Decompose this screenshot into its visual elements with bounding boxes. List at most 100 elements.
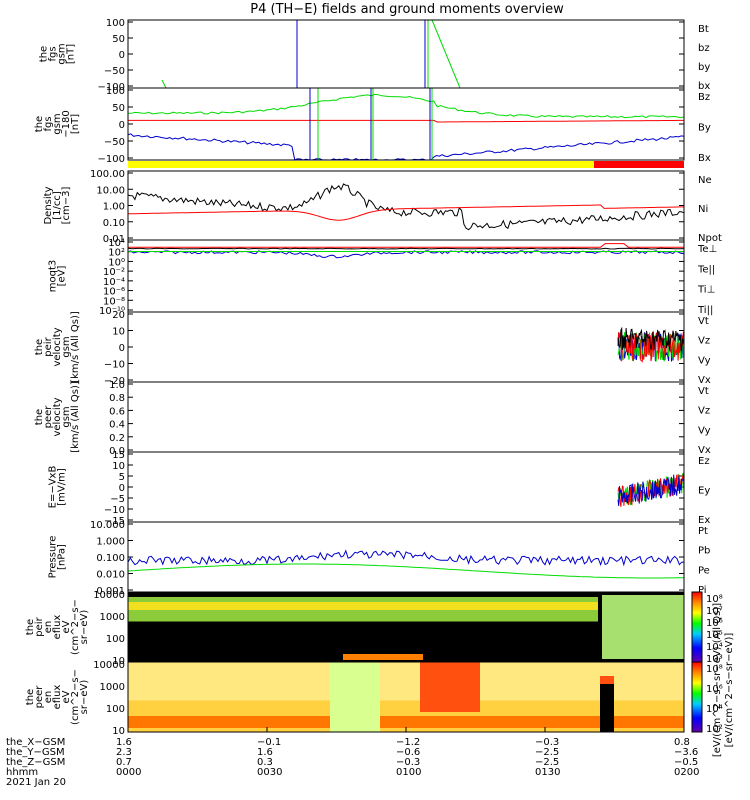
colorbar-tick: 10⁸ [706,664,723,675]
Te-par-series [127,247,685,250]
ytick-label: 10⁻⁶ [103,287,125,298]
xaxis-value: −0.3 [396,757,420,768]
ytick-label: 20 [112,310,125,321]
legend-entry: Vx [698,445,711,456]
colorbar-label: [eV/(cm^2−s−sr−eV)] [724,633,735,748]
legend-entry: Npot [698,233,722,244]
ytick-label: 10.000 [90,520,125,531]
axis-ylabel: en [43,621,54,634]
plot-title: P4 (TH−E) fields and ground moments over… [250,2,564,17]
xaxis-value: −0.5 [674,757,698,768]
ytick-label: −100 [98,82,125,93]
legend-entry: Bx [698,153,711,164]
legend-entry: Bt [698,24,709,35]
axis-ylabel: peir [43,336,54,356]
panel-frame [127,87,685,161]
ytick-label: 100.00 [90,169,125,180]
legend-entry: By [698,122,711,133]
colorbar-label: [eV/(cm^2−s−sr−eV) (All Qs)] [712,603,723,757]
by-line [161,79,167,89]
axis-ylabel: moqt3 [48,260,59,293]
ytick-label: −15 [104,516,125,527]
axis-ylabel: peer [34,685,45,709]
colorbar-tick: 10² [706,724,723,735]
ytick-label: 0.10 [103,218,125,229]
ytick-label: 1.00 [103,202,125,213]
ytick-label: 100 [106,86,125,97]
legend-entry: Ey [698,485,710,496]
axis-ylabel: the [25,619,36,635]
ytick-label: 10⁻⁴ [103,277,125,288]
ytick-label: 0.01 [103,234,125,245]
ytick-label: 100 [106,634,125,645]
axis-ylabel: −180 [61,110,72,137]
axis-ylabel: [1/cc] [52,191,63,220]
axis-ylabel: eV [61,620,72,633]
ytick-label: 0.4 [109,420,125,431]
axis-ylabel: gsm [61,336,72,357]
ytick-label: −50 [104,137,125,148]
Ne-series [127,204,684,221]
axis-ylabel: peir [34,616,45,636]
velocity-burst [617,326,685,363]
ytick-label: 0.2 [109,433,125,444]
colorbar-tick: 10⁶ [706,684,723,695]
ytick-label: 10 [112,327,125,338]
axis-ylabel: gsm [52,113,63,134]
xaxis-value: 0200 [674,767,699,778]
spec-band [330,662,380,732]
colorbar [691,661,703,733]
spec-band [600,676,614,684]
xaxis-value: 0.7 [116,757,132,768]
axis-ylabel: gsm [61,406,72,427]
axis-ylabel: [nT] [66,44,77,64]
ytick-label: 1.0 [109,380,125,391]
ytick-label: 50 [112,103,125,114]
xaxis-row-label: the_Y−GSM [6,747,65,758]
axis-ylabel: [cm−3] [61,187,72,225]
axis-ylabel: [eV] [57,266,68,287]
axis-ylabel: Pressure [48,536,59,579]
ytick-label: 0.0 [109,446,125,457]
legend-entry: bx [698,81,710,92]
axis-ylabel: velocity [52,327,63,366]
legend-entry: Ez [698,456,710,467]
colorbar-tick: 10⁵ [706,630,723,641]
spec-band [128,716,684,728]
xaxis-value: −0.1 [257,737,281,748]
legend-entry: Te|| [697,264,715,275]
legend-entry: Ne [698,175,712,186]
colorbar [691,591,703,663]
xaxis-value: 0130 [535,767,560,778]
xaxis-value: 2.3 [116,747,132,758]
Pe-series [127,563,685,579]
legend-entry: Vz [698,406,710,417]
ytick-label: −5 [110,494,125,505]
legend-entry: Pb [698,546,710,557]
legend-entry: Ti⊥ [697,285,715,296]
ytick-label: 100 [106,704,125,715]
axis-ylabel: sr−eV) [79,680,90,715]
ytick-label: 1000 [100,612,125,623]
xaxis-value: 0030 [257,767,282,778]
legend-entry: Vx [698,375,711,386]
panel-frame [127,451,685,523]
xaxis-value: 1.6 [116,737,132,748]
ytick-label: 10⁻² [103,267,125,278]
ytick-label: 0.010 [96,570,125,581]
xaxis-value: −2.5 [535,747,559,758]
colorbar-tick: 10⁴ [706,704,723,715]
axis-ylabel: [nPa] [57,544,68,570]
axis-ylabel: [km/s (All Qs)] [70,381,81,453]
ytick-label: 0 [119,50,125,61]
panel-peer_vel: 1.0 0.8 0.6 0.4 0.2 0.0 thepeervelocitygsm[km/… [34,380,711,457]
efield-series [617,473,685,507]
axis-ylabel: sr−eV) [79,610,90,645]
